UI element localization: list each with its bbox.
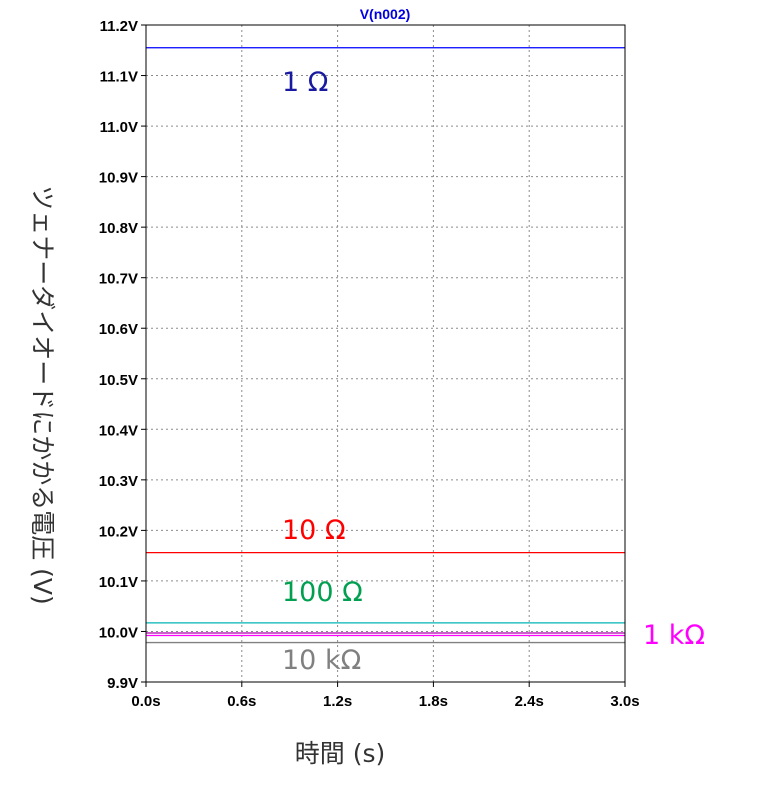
y-tick-label: 11.2V [100,18,138,35]
grid-layer [146,25,625,682]
x-axis-title: 時間 (s) [295,739,385,768]
x-tick-label: 0.6s [227,693,256,710]
y-tick-label: 10.7V [99,271,138,288]
series-layer [146,47,625,644]
y-axis-title: ツェナーダイオードにかかる電圧 (V) [28,185,57,605]
y-tick-label: 11.1V [100,69,138,86]
x-tick-label: 3.0s [610,693,639,710]
x-tick-label: 0.0s [131,693,160,710]
chart-title: V(n002) [360,6,411,22]
y-tick-label: 10.5V [99,372,138,389]
x-tick-label: 2.4s [515,693,544,710]
annotation-1-ohm: 1 Ω [282,67,328,98]
annotation-10k-ohm: 10 kΩ [282,645,361,676]
y-tick-label: 9.9V [107,675,138,692]
y-tick-label: 10.8V [99,220,138,237]
annotation-10-ohm: 10 Ω [282,515,346,546]
y-tick-label: 10.2V [99,523,138,540]
y-tick-label: 10.9V [99,170,138,187]
tick-layer: 0.0s 0.6s 1.2s 1.8s 2.4s 3.0s 9.9V 10.0V 10.1V 10… [99,18,640,710]
annotation-1k-ohm: 1 kΩ [643,620,705,651]
plot-frame [145,24,626,683]
y-tick-label: 10.3V [99,473,138,490]
y-tick-label: 10.6V [99,321,138,338]
x-tick-label: 1.8s [419,693,448,710]
y-tick-label: 11.0V [100,119,138,136]
y-tick-label: 10.0V [99,624,138,641]
x-tick-label: 1.2s [323,693,352,710]
annotation-100-ohm: 100 Ω [282,577,363,608]
y-tick-label: 10.4V [99,422,138,439]
y-tick-label: 10.1V [99,574,138,591]
